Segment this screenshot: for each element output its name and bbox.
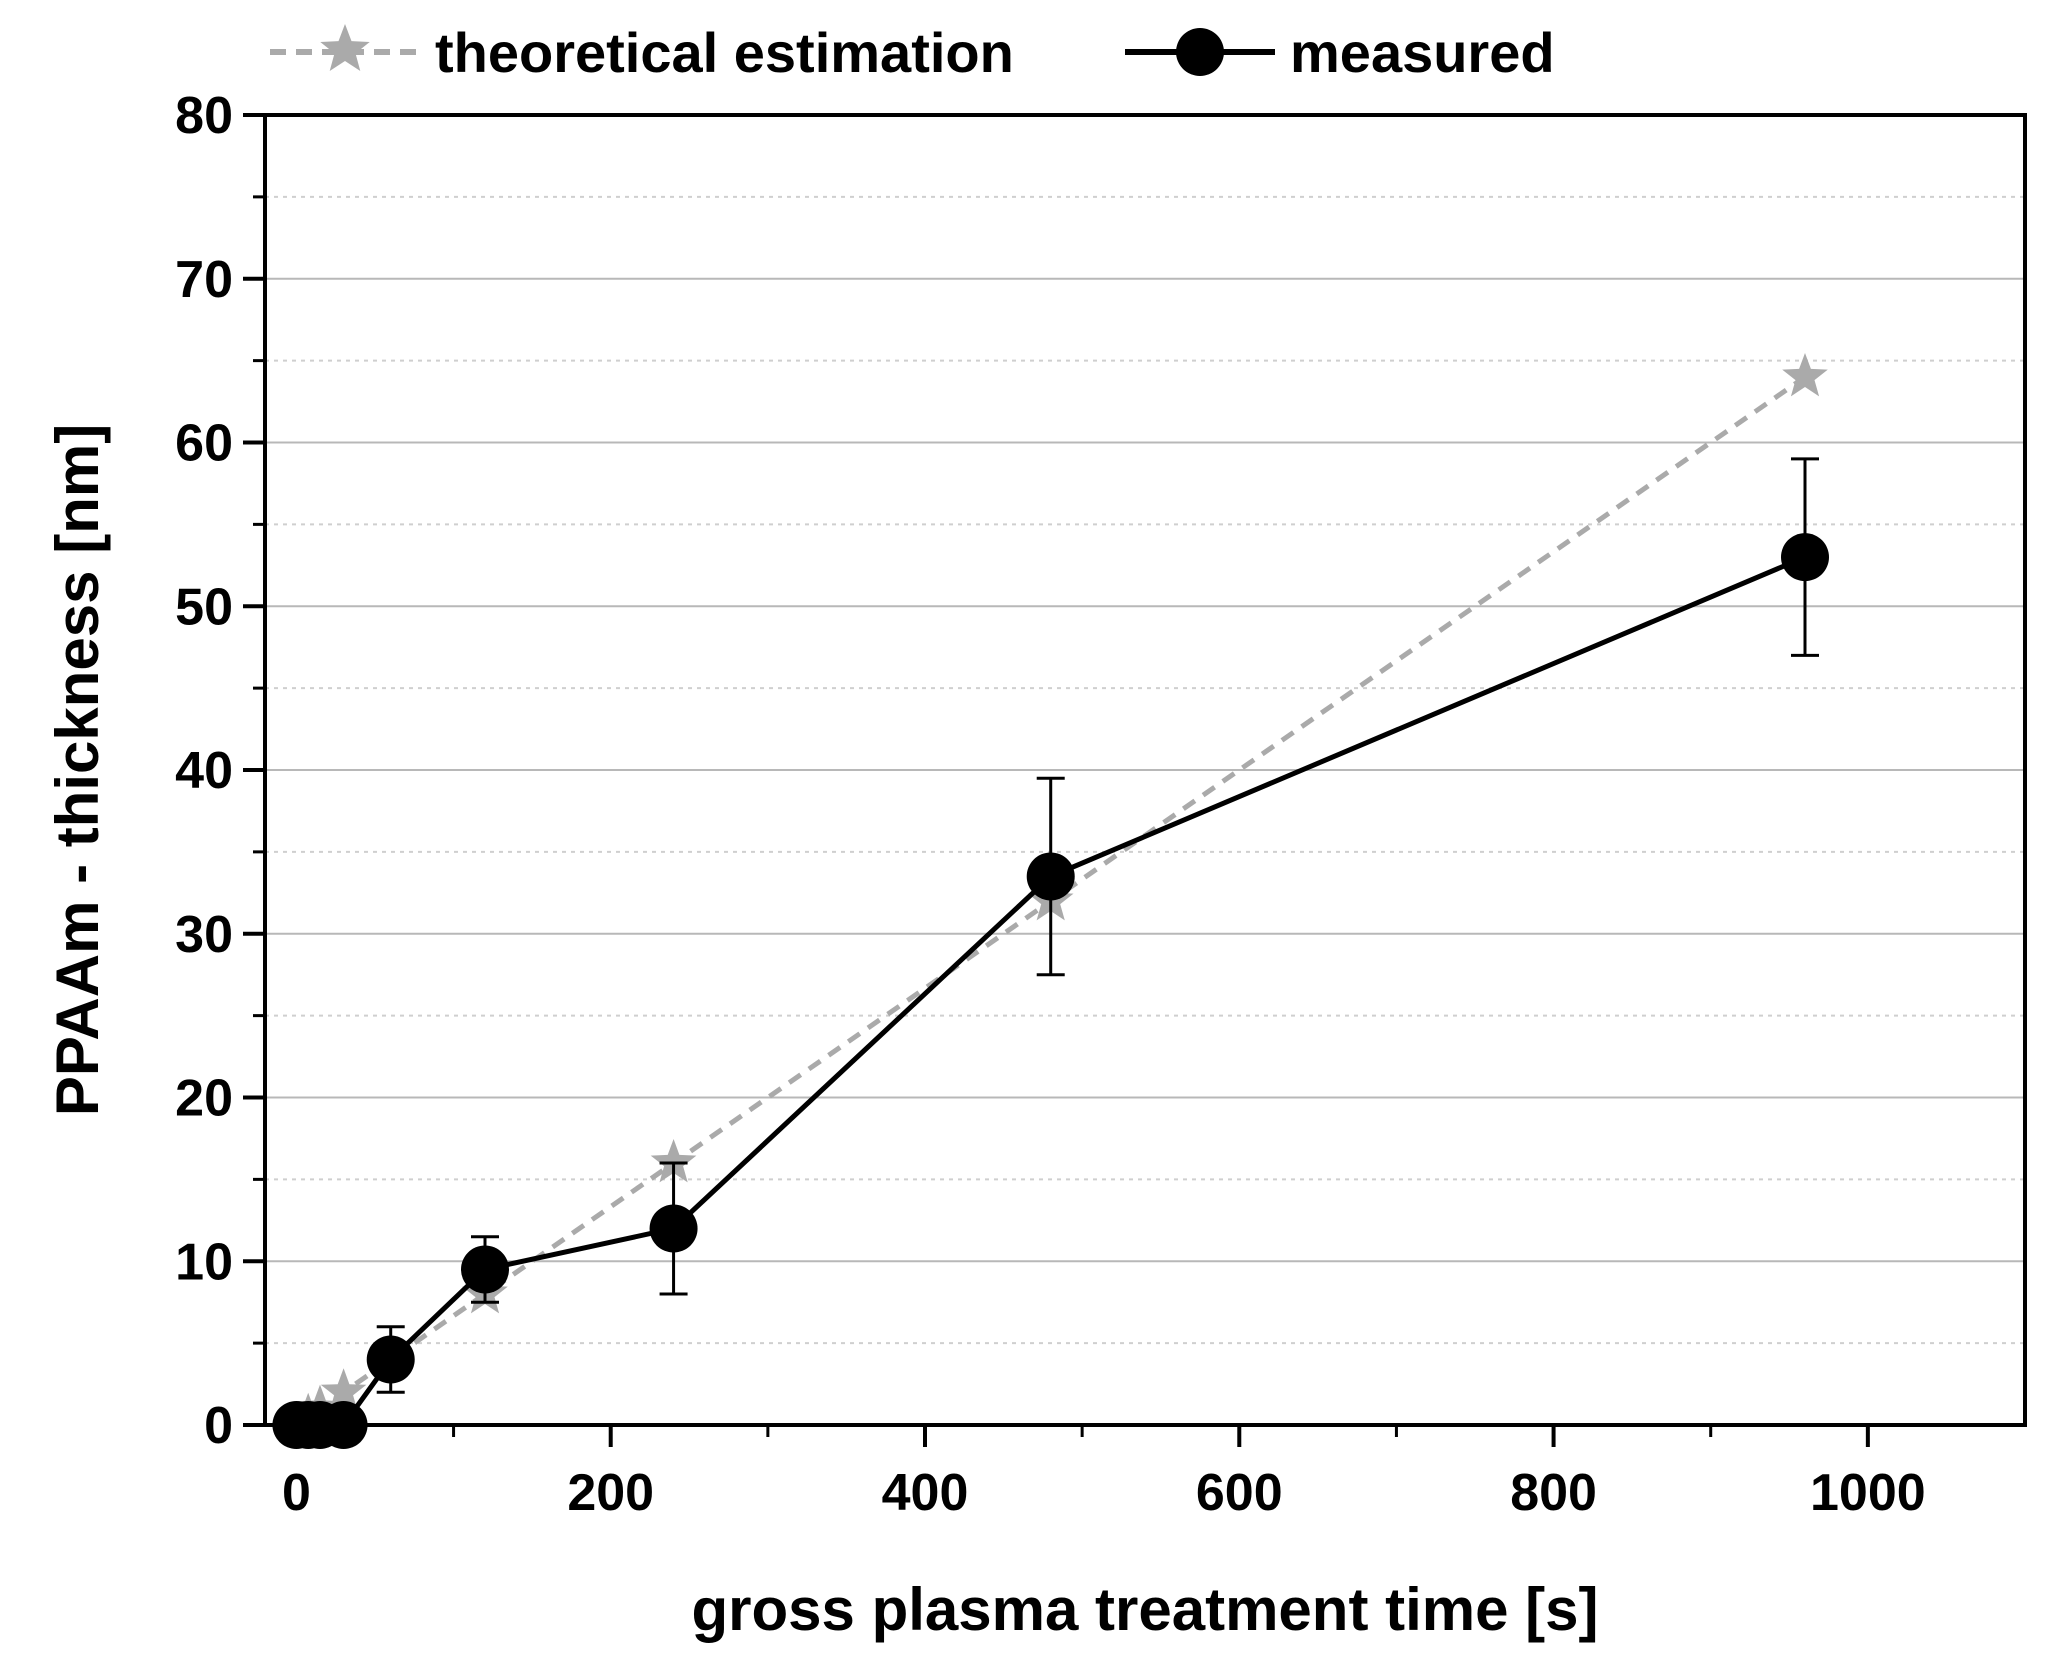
legend-theoretical-star-marker <box>320 24 370 71</box>
x-axis-title: gross plasma treatment time [s] <box>692 1576 1599 1643</box>
y-tick-label: 30 <box>175 906 233 964</box>
x-tick-label: 600 <box>1196 1464 1283 1522</box>
measured-circle-marker <box>461 1245 509 1294</box>
measured-circle-marker <box>366 1335 415 1384</box>
x-tick-label: 400 <box>882 1464 969 1522</box>
theoretical-star-marker <box>320 1368 367 1412</box>
x-tick-label: 800 <box>1510 1464 1597 1522</box>
x-tick-label: 0 <box>282 1464 311 1522</box>
y-tick-label: 10 <box>175 1233 233 1291</box>
measured-circle-marker <box>1026 852 1075 901</box>
measured-circle-marker <box>319 1401 368 1449</box>
legend: theoretical estimation measured <box>270 21 1555 84</box>
theoretical-star-marker <box>1782 353 1828 397</box>
y-axis-title: PPAAm - thickness [nm] <box>44 424 111 1116</box>
y-tick-label: 50 <box>175 578 233 636</box>
y-tick-label: 70 <box>175 251 233 309</box>
theoretical-star-marker <box>650 1139 697 1183</box>
y-tick-label: 0 <box>204 1397 233 1455</box>
measured-circle-marker <box>649 1204 698 1253</box>
x-tick-label: 1000 <box>1810 1464 1926 1522</box>
gridlines <box>265 195 2025 1345</box>
y-tick-label: 20 <box>175 1070 233 1128</box>
y-tick-label: 80 <box>175 87 233 145</box>
measured-circle-marker <box>1781 533 1829 582</box>
y-tick-label: 60 <box>175 415 233 473</box>
legend-measured-circle-marker <box>1176 28 1224 76</box>
legend-measured-label: measured <box>1290 21 1555 84</box>
series-layer <box>272 353 1829 1449</box>
legend-theoretical-label: theoretical estimation <box>435 21 1014 84</box>
x-tick-label: 200 <box>567 1464 654 1522</box>
y-tick-label: 40 <box>175 742 233 800</box>
